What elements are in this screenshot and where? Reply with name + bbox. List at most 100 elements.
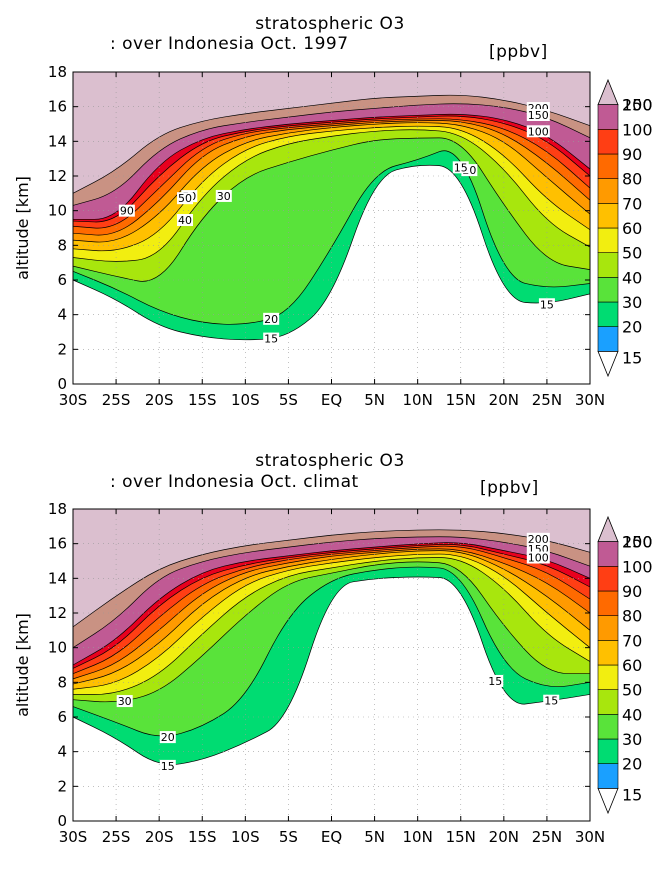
contour-label-bg [526, 108, 550, 121]
contour-label: 15 [454, 161, 468, 174]
contour-line-90 [72, 544, 591, 669]
legend-label: 50 [622, 681, 642, 700]
legend-label: 15 [622, 785, 642, 804]
x-tick-label: 20S [145, 391, 174, 409]
legend-swatch-top [597, 78, 619, 106]
y-tick-label: 12 [48, 167, 67, 185]
x-tick-label: 25S [102, 391, 131, 409]
chart2-units: [ppbv] [480, 478, 539, 498]
x-tick-label: 5S [279, 391, 298, 409]
legend-swatch-80 [597, 590, 619, 616]
contour-line-200 [72, 94, 591, 194]
y-tick-label: 6 [57, 708, 67, 726]
contour-label: 15 [544, 695, 558, 708]
contour-label: 150 [528, 109, 549, 122]
contour-line-30 [72, 137, 591, 282]
contour-label: 20 [161, 731, 175, 744]
contour-label-bg [177, 192, 194, 205]
legend-swatch-40 [597, 252, 619, 278]
y-tick-label: 2 [57, 340, 67, 358]
legend-swatch-bottom [597, 787, 619, 815]
legend-label: 80 [622, 607, 642, 626]
x-tick-label: 5S [279, 828, 298, 846]
x-tick-label: 15N [446, 391, 476, 409]
contour-label-bg [538, 298, 555, 311]
legend-swatch-top [597, 515, 619, 543]
legend-label: 100 [622, 120, 653, 139]
legend-label: 80 [622, 170, 642, 189]
contour-label-bg [159, 731, 176, 744]
x-tick-label: EQ [321, 391, 342, 409]
legend-label: 60 [622, 219, 642, 238]
legend-label: 20 [622, 755, 642, 774]
legend-swatch-20 [597, 738, 619, 764]
contour-line-80 [72, 118, 591, 229]
legend-swatch-15 [597, 326, 619, 352]
legend-label: 150 [622, 533, 653, 552]
x-tick-label: 30S [59, 391, 88, 409]
legend-label: 30 [622, 293, 642, 312]
contour-label-bg [159, 759, 176, 772]
y-tick-label: 18 [48, 63, 67, 81]
legend-label: 90 [622, 582, 642, 601]
contour-line-70 [72, 548, 591, 680]
contour-line-50 [72, 125, 591, 252]
legend-swatch-70 [597, 615, 619, 641]
legend-label: 60 [622, 656, 642, 675]
contour-line-20 [72, 150, 591, 325]
x-tick-label: 5N [364, 391, 385, 409]
y-tick-label: 2 [57, 777, 67, 795]
x-tick-label: 25S [102, 828, 131, 846]
x-tick-label: 20S [145, 828, 174, 846]
contour-label: 200 [528, 533, 549, 546]
contour-label: 50 [178, 192, 192, 205]
contour-line-60 [72, 550, 591, 685]
legend-label: 90 [622, 145, 642, 164]
contour-label: 15 [540, 298, 554, 311]
y-tick-label: 14 [48, 132, 67, 150]
contour-label-bg [215, 189, 232, 202]
y-tick-label: 16 [48, 98, 67, 116]
contour-line-30 [72, 561, 590, 703]
x-tick-label: 15N [446, 828, 476, 846]
y-tick-label: 14 [48, 569, 67, 587]
legend-swatch-60 [597, 203, 619, 229]
legend-swatch-150 [597, 104, 619, 130]
contour-label: 100 [528, 125, 549, 138]
y-tick-label: 0 [57, 812, 67, 830]
contour-line-80 [72, 545, 591, 674]
x-tick-label: 20N [489, 828, 519, 846]
legend-label: 200 [622, 533, 653, 552]
contour-label-bg [263, 312, 280, 325]
contour-line-50 [72, 553, 591, 690]
contour-line-150 [72, 536, 591, 648]
contour-label: 15 [488, 675, 502, 688]
contour-label: 30 [118, 695, 132, 708]
y-tick-label: 0 [57, 375, 67, 393]
legend-label: 15 [622, 348, 642, 367]
contour-line-15 [72, 576, 591, 765]
legend-swatch-150 [597, 541, 619, 567]
contour-line-40 [72, 129, 591, 262]
contour-line-15 [72, 164, 591, 341]
contour-label-bg [118, 204, 135, 217]
y-axis-label: altitude [km] [13, 176, 32, 280]
chart1-units: [ppbv] [489, 42, 548, 62]
legend-swatch-70 [597, 178, 619, 204]
chart1-title: stratospheric O3 [255, 14, 405, 34]
y-tick-label: 8 [57, 236, 67, 254]
legend-swatch-15 [597, 763, 619, 789]
contour-label: 90 [120, 205, 134, 218]
legend-swatch-90 [597, 566, 619, 592]
contour-label-bg [526, 551, 550, 564]
x-tick-label: 15S [188, 391, 217, 409]
contour-line-150 [72, 103, 591, 206]
contour-label: 15 [161, 760, 175, 773]
legend-swatch-30 [597, 714, 619, 740]
contour-line-40 [73, 557, 591, 695]
y-axis-label: altitude [km] [13, 613, 32, 717]
legend-label: 40 [622, 705, 642, 724]
legend-swatch-40 [597, 689, 619, 715]
contour-label: 30 [217, 190, 231, 203]
contour-label-bg [452, 161, 469, 174]
